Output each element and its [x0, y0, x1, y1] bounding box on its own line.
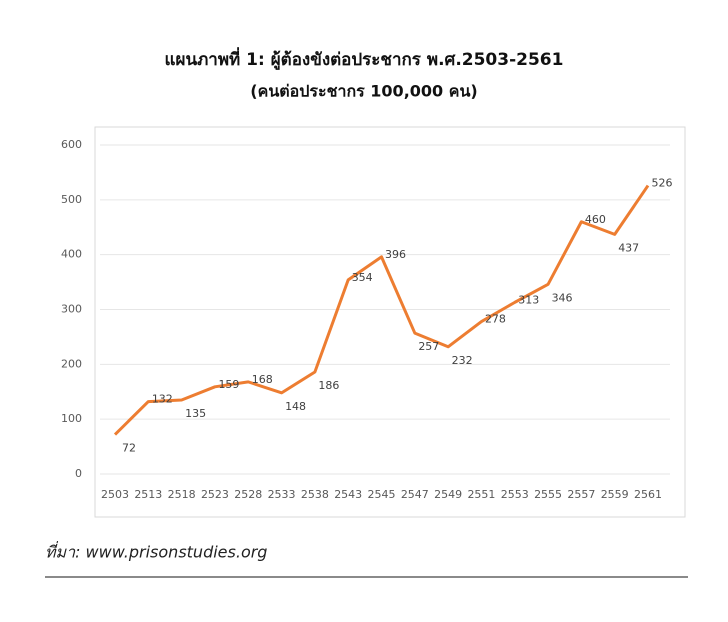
data-label: 257	[418, 340, 439, 353]
x-tick-label: 2549	[434, 488, 462, 501]
x-tick-label: 2518	[168, 488, 196, 501]
source: ที่มา: www.prisonstudies.org	[45, 541, 267, 562]
data-label: 72	[122, 442, 136, 455]
x-tick-label: 2538	[301, 488, 329, 501]
x-tick-label: 2513	[134, 488, 162, 501]
y-tick-label: 300	[61, 303, 82, 316]
data-label: 346	[552, 291, 573, 304]
x-tick-label: 2555	[534, 488, 562, 501]
y-tick-label: 600	[61, 138, 82, 151]
line	[113, 184, 650, 436]
chart-frame	[94, 126, 686, 518]
data-label: 159	[218, 378, 239, 391]
chart-subtitle: (คนต่อประชากร 100,000 คน)	[250, 82, 477, 101]
data-label: 135	[185, 407, 206, 420]
data-label: 232	[452, 354, 473, 367]
data-label: 313	[518, 293, 539, 306]
x-tick-label: 2553	[501, 488, 529, 501]
data-label: 437	[618, 241, 639, 254]
x-tick-label: 2561	[634, 488, 662, 501]
x-tick-label: 2551	[467, 488, 495, 501]
x-tick-label: 2545	[368, 488, 396, 501]
y-tick-label: 400	[61, 248, 82, 261]
data-label: 168	[252, 373, 273, 386]
y-tick-label: 500	[61, 193, 82, 206]
x-tick-label: 2559	[601, 488, 629, 501]
y-tick-label: 0	[75, 467, 82, 480]
data-label: 132	[152, 393, 173, 406]
data-label: 186	[318, 379, 339, 392]
data-label: 526	[652, 177, 673, 190]
y-tick-label: 100	[61, 412, 82, 425]
data-label: 148	[285, 400, 306, 413]
data-label: 354	[352, 271, 373, 284]
x-tick-label: 2557	[567, 488, 595, 501]
chart-title: แผนภาพที่ 1: ผู้ต้องขังต่อประชากร พ.ศ.25…	[165, 47, 564, 71]
data-label: 460	[585, 213, 606, 226]
x-tick-label: 2543	[334, 488, 362, 501]
x-tick-label: 2523	[201, 488, 229, 501]
data-label: 396	[385, 248, 406, 261]
x-tick-label: 2547	[401, 488, 429, 501]
x-tick-label: 2503	[101, 488, 129, 501]
x-tick-label: 2533	[268, 488, 296, 501]
y-tick-label: 200	[61, 357, 82, 370]
x-tick-label: 2528	[234, 488, 262, 501]
data-label: 278	[485, 313, 506, 326]
